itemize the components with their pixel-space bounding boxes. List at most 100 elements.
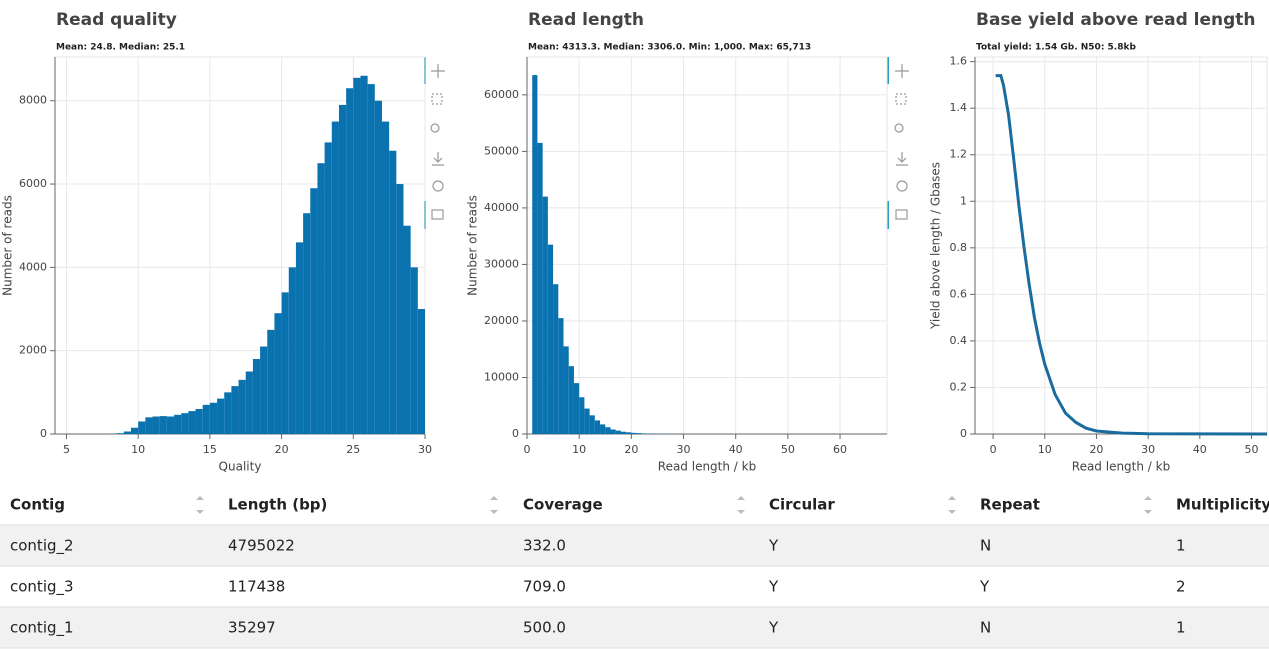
wheel-zoom-tool[interactable] bbox=[430, 123, 440, 133]
table-cell: 500.0 bbox=[523, 619, 566, 637]
table: Contig Length (bp) Coverage Circular Repeat M… bbox=[0, 496, 1269, 649]
y-tick-label: 1.4 bbox=[950, 101, 968, 114]
table-cell: 2 bbox=[1176, 578, 1186, 596]
x-axis-label: Read length / kb bbox=[658, 460, 756, 474]
bar bbox=[532, 75, 538, 434]
bar bbox=[252, 359, 261, 434]
bar bbox=[620, 431, 627, 434]
x-tick-label: 5 bbox=[63, 443, 70, 456]
box-zoom-tool[interactable] bbox=[895, 93, 907, 105]
y-tick-label: 1.2 bbox=[950, 148, 968, 161]
bar bbox=[615, 430, 621, 434]
bar bbox=[123, 431, 132, 434]
plot-frame bbox=[974, 56, 1268, 435]
y-tick-label: 8000 bbox=[19, 94, 47, 107]
bar bbox=[202, 404, 210, 434]
bar bbox=[159, 416, 167, 434]
bar bbox=[260, 346, 268, 434]
chart-subtitle: Total yield: 1.54 Gb. N50: 5.8kb bbox=[976, 43, 1136, 53]
y-tick-label: 0 bbox=[40, 427, 47, 440]
bar bbox=[547, 244, 554, 434]
sort-icons[interactable] bbox=[196, 496, 1152, 514]
bar bbox=[403, 225, 411, 434]
row-bg bbox=[0, 607, 1269, 648]
x-axis-label: Read length / kb bbox=[1072, 460, 1170, 474]
box-zoom-tool[interactable] bbox=[431, 93, 443, 105]
hover-tool[interactable] bbox=[895, 209, 908, 220]
bar bbox=[600, 424, 606, 434]
bar bbox=[224, 392, 232, 434]
bar bbox=[374, 100, 382, 435]
column-header: Contig bbox=[10, 496, 65, 514]
column-header: Coverage bbox=[523, 496, 603, 514]
bar bbox=[542, 196, 548, 434]
toolbar bbox=[424, 57, 909, 229]
y-tick-label: 6000 bbox=[19, 177, 47, 190]
bar bbox=[195, 409, 203, 434]
bar bbox=[626, 432, 632, 434]
y-tick-label: 40000 bbox=[484, 201, 519, 214]
table-cell: Y bbox=[768, 578, 779, 596]
chart-subtitle: Mean: 24.8. Median: 25.1 bbox=[56, 43, 185, 53]
bar bbox=[381, 121, 390, 434]
save-tool[interactable] bbox=[432, 152, 444, 166]
x-tick-label: 15 bbox=[203, 443, 217, 456]
pan-tool[interactable] bbox=[895, 64, 909, 78]
hover-tool[interactable] bbox=[431, 209, 444, 220]
x-tick-label: 30 bbox=[677, 443, 691, 456]
x-tick-label: 25 bbox=[346, 443, 360, 456]
table-cell: 1 bbox=[1176, 619, 1186, 637]
bar bbox=[636, 433, 642, 434]
bar bbox=[317, 163, 325, 435]
chart-subtitle: Mean: 4313.3. Median: 3306.0. Min: 1,000… bbox=[528, 43, 811, 53]
reset-tool[interactable] bbox=[896, 180, 908, 192]
table-cell: 332.0 bbox=[523, 537, 566, 555]
row-bg bbox=[0, 525, 1269, 566]
bar bbox=[563, 346, 569, 434]
reset-tool[interactable] bbox=[432, 180, 444, 192]
bar bbox=[209, 402, 218, 434]
pan-tool[interactable] bbox=[431, 64, 445, 78]
table-cell: 709.0 bbox=[523, 578, 566, 596]
x-tick-label: 40 bbox=[729, 443, 743, 456]
column-header: Multiplicity bbox=[1176, 496, 1269, 514]
bar bbox=[166, 416, 175, 434]
chart-title: Read length bbox=[528, 10, 644, 30]
column-header: Repeat bbox=[980, 496, 1040, 514]
table-cell: Y bbox=[768, 537, 779, 555]
bar bbox=[417, 309, 425, 434]
save-tool[interactable] bbox=[896, 152, 908, 166]
bar bbox=[267, 329, 275, 434]
x-tick-label: 50 bbox=[1244, 443, 1258, 456]
bar bbox=[558, 318, 564, 434]
bar bbox=[145, 417, 153, 434]
bar bbox=[389, 150, 397, 434]
wheel-zoom-tool[interactable] bbox=[894, 123, 904, 133]
y-axis-label: Number of reads bbox=[466, 195, 480, 296]
x-tick-label: 10 bbox=[131, 443, 145, 456]
bar bbox=[174, 414, 182, 434]
table-cell: contig_1 bbox=[10, 619, 74, 638]
x-tick-label: 0 bbox=[524, 443, 531, 456]
bar bbox=[568, 366, 574, 434]
column-header: Circular bbox=[769, 496, 835, 514]
bar bbox=[303, 213, 311, 434]
bar bbox=[367, 84, 375, 435]
bar bbox=[631, 432, 637, 434]
bar bbox=[410, 267, 418, 434]
bar bbox=[131, 427, 139, 434]
table-cell: 4795022 bbox=[228, 537, 295, 555]
x-tick-label: 0 bbox=[990, 443, 997, 456]
x-tick-label: 10 bbox=[572, 443, 586, 456]
table-cell: Y bbox=[979, 578, 990, 596]
bar bbox=[138, 421, 146, 434]
x-tick-label: 50 bbox=[781, 443, 795, 456]
bar bbox=[281, 292, 289, 434]
bar bbox=[573, 383, 580, 434]
table-cell: 1 bbox=[1176, 537, 1186, 555]
x-tick-label: 20 bbox=[275, 443, 289, 456]
y-tick-label: 0.4 bbox=[950, 334, 968, 347]
bar bbox=[610, 429, 616, 434]
